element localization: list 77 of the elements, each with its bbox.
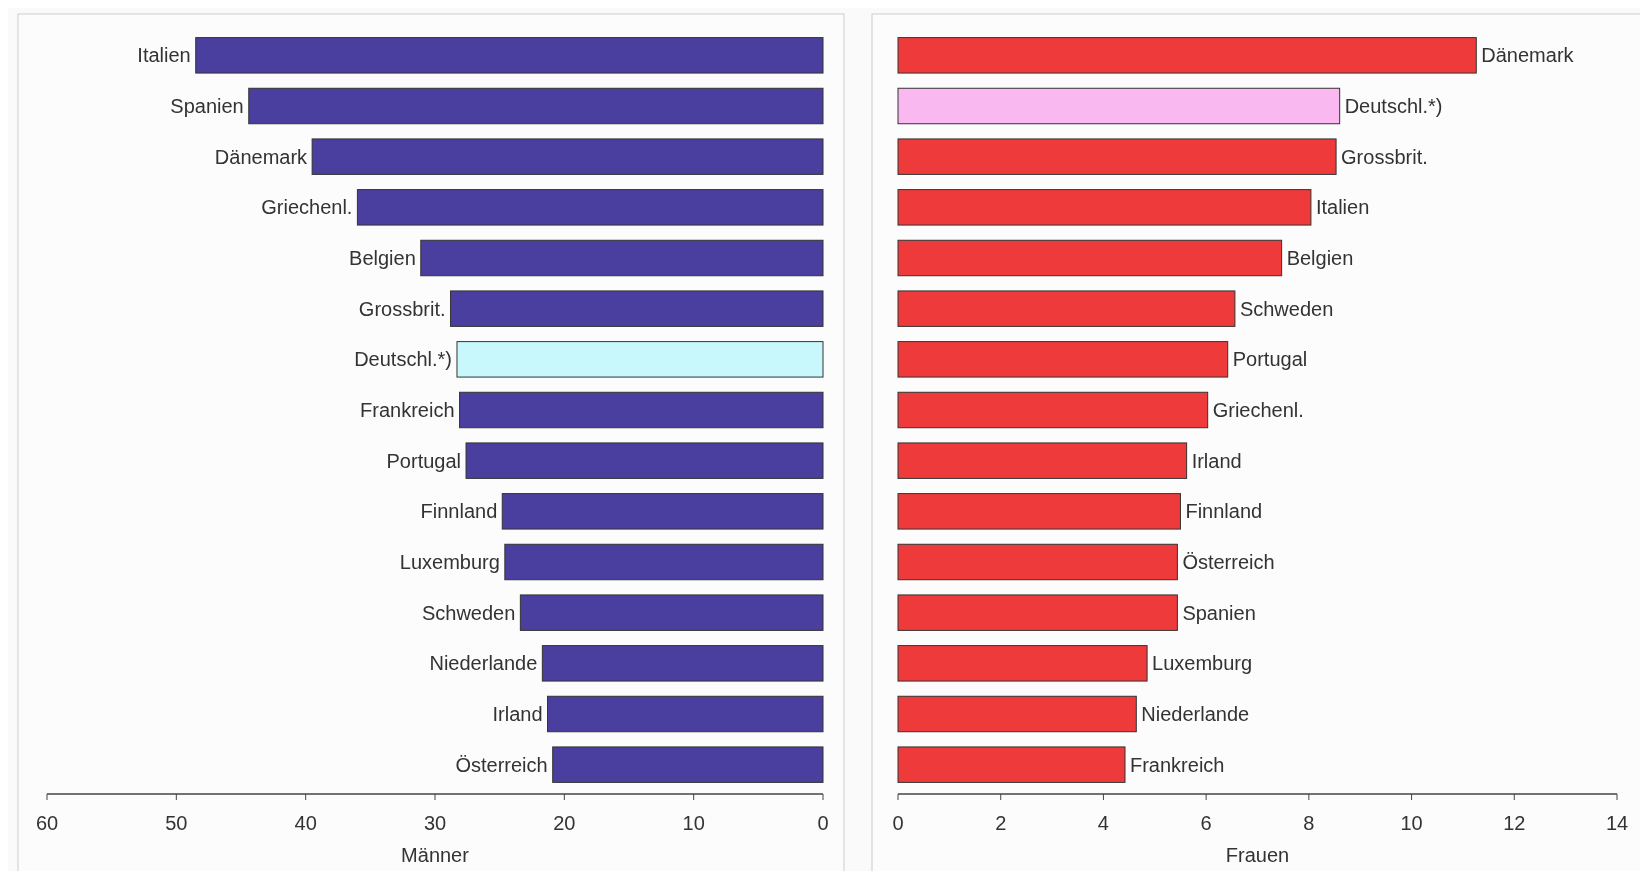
bar: [456, 341, 824, 378]
bar: [897, 189, 1312, 226]
y-tick-label: Finnland: [420, 500, 498, 523]
y-tick-label: Frankreich: [1130, 753, 1225, 776]
bar: [897, 594, 1178, 631]
x-tick-label: 0: [892, 812, 904, 834]
x-tick-label: 10: [1400, 812, 1423, 834]
bar: [897, 341, 1229, 378]
y-tick-label: Grossbrit.: [1341, 145, 1428, 168]
y-tick-label: Griechenl.: [1212, 399, 1304, 421]
bar: [897, 239, 1283, 277]
bar: [897, 695, 1137, 733]
x-tick-label: 50: [165, 812, 188, 834]
y-tick-label: Belgien: [1286, 247, 1354, 269]
bar: [897, 493, 1181, 530]
bar: [897, 290, 1236, 327]
y-tick-label: Dänemark: [1481, 44, 1575, 67]
y-tick-label: Griechenl.: [261, 196, 353, 219]
bar: [519, 594, 824, 631]
x-axis-title: Frauen: [1225, 844, 1290, 866]
bar: [465, 442, 824, 479]
y-tick-label: Spanien: [170, 95, 244, 117]
x-tick-label: 4: [1097, 812, 1109, 834]
x-tick-label: 6: [1200, 812, 1212, 834]
y-tick-label: Luxemburg: [399, 551, 500, 573]
bar: [459, 391, 824, 429]
y-tick-label: Belgien: [349, 247, 416, 269]
y-tick-label: Portugal: [1232, 348, 1308, 371]
x-axis-title: Männer: [401, 844, 470, 866]
bar: [311, 138, 824, 175]
y-tick-label: Deutschl.*): [1344, 95, 1443, 117]
bar: [897, 543, 1178, 581]
y-tick-label: Deutschl.*): [354, 348, 452, 371]
y-tick-label: Schweden: [421, 601, 516, 624]
x-tick-label: 0: [817, 812, 829, 834]
x-tick-label: 30: [423, 812, 447, 834]
bar: [420, 239, 824, 277]
bar: [450, 290, 824, 327]
y-tick-label: Schweden: [1239, 297, 1334, 320]
y-tick-label: Irland: [492, 703, 543, 725]
bar: [356, 189, 824, 226]
bar: [897, 87, 1341, 125]
y-tick-label: Niederlande: [1141, 703, 1250, 725]
bar: [897, 391, 1209, 429]
x-tick-label: 14: [1605, 812, 1629, 834]
x-tick-label: 8: [1303, 812, 1315, 834]
bar: [504, 543, 824, 581]
bar: [195, 37, 824, 74]
bar: [552, 746, 824, 783]
y-tick-label: Niederlande: [429, 652, 538, 675]
y-tick-label: Finnland: [1185, 500, 1263, 523]
bar: [897, 645, 1148, 682]
bar: [897, 37, 1477, 74]
x-tick-label: 20: [553, 812, 576, 834]
x-tick-label: 12: [1503, 812, 1526, 834]
y-tick-label: Grossbrit.: [358, 297, 446, 320]
y-tick-label: Frankreich: [360, 399, 455, 421]
x-tick-label: 40: [294, 812, 317, 834]
y-tick-label: Italien: [137, 44, 191, 67]
bar: [897, 138, 1337, 175]
bar: [897, 442, 1188, 479]
bar: [541, 645, 824, 682]
bar: [897, 746, 1126, 783]
y-tick-label: Spanien: [1182, 601, 1256, 624]
y-tick-label: Österreich: [1182, 551, 1275, 573]
bar: [248, 87, 824, 125]
y-tick-label: Dänemark: [214, 145, 309, 168]
bar: [501, 493, 824, 530]
y-tick-label: Italien: [1315, 196, 1370, 219]
bar: [547, 695, 824, 733]
x-tick-label: 60: [35, 812, 59, 834]
x-tick-label: 2: [995, 812, 1007, 834]
y-tick-label: Portugal: [386, 449, 462, 472]
y-tick-label: Luxemburg: [1152, 652, 1253, 675]
x-tick-label: 10: [682, 812, 705, 834]
y-tick-label: Österreich: [455, 753, 548, 776]
y-tick-label: Irland: [1191, 449, 1242, 472]
